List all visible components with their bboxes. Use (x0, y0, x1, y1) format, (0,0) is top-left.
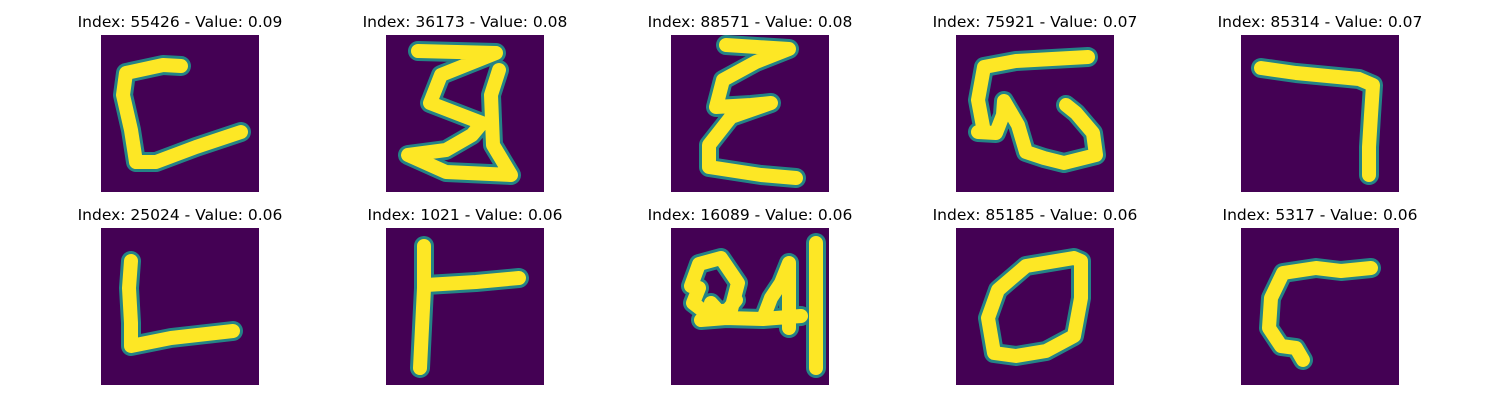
image-panel: Index: 85314 - Value: 0.07 (1200, 13, 1440, 203)
glyph-stroke (1262, 261, 1378, 367)
glyph-image (398, 41, 521, 185)
glyph-stroke (413, 239, 526, 375)
digit-image (956, 35, 1114, 192)
glyph-stroke (401, 44, 518, 182)
image-panel: Index: 75921 - Value: 0.07 (915, 13, 1155, 203)
glyph-image (699, 35, 806, 188)
glyph-image (1259, 258, 1381, 370)
glyph-stroke (1254, 61, 1380, 182)
glyph-image (968, 47, 1106, 173)
panel-title: Index: 85185 - Value: 0.06 (932, 206, 1138, 224)
image-panel: Index: 55426 - Value: 0.09 (60, 13, 300, 203)
glyph-image (113, 55, 251, 172)
digit-image (1241, 228, 1399, 385)
glyph-stroke (116, 58, 248, 169)
image-panel: Index: 25024 - Value: 0.06 (60, 206, 300, 396)
digit-image (386, 35, 544, 192)
image-panel: Index: 16089 - Value: 0.06 (630, 206, 870, 396)
panel-title: Index: 36173 - Value: 0.08 (362, 13, 568, 31)
image-panel: Index: 88571 - Value: 0.08 (630, 13, 870, 203)
glyph-image (119, 251, 243, 356)
glyph-stroke (981, 251, 1088, 363)
glyph-image (978, 248, 1091, 366)
glyph-stroke (971, 50, 1103, 170)
panel-title: Index: 55426 - Value: 0.09 (77, 13, 283, 31)
panel-title: Index: 75921 - Value: 0.07 (932, 13, 1138, 31)
panel-title: Index: 16089 - Value: 0.06 (647, 206, 853, 224)
image-panel: Index: 85185 - Value: 0.06 (915, 206, 1155, 396)
glyph-stroke-edge (410, 236, 529, 378)
image-panel: Index: 1021 - Value: 0.06 (345, 206, 585, 396)
digit-image (101, 35, 259, 192)
panel-title: Index: 1021 - Value: 0.06 (367, 206, 563, 224)
panel-title: Index: 85314 - Value: 0.07 (1217, 13, 1423, 31)
digit-image (671, 228, 829, 385)
digit-image (671, 35, 829, 192)
panel-title: Index: 5317 - Value: 0.06 (1222, 206, 1418, 224)
digit-image (1241, 35, 1399, 192)
image-panel: Index: 5317 - Value: 0.06 (1200, 206, 1440, 396)
digit-image (386, 228, 544, 385)
image-panel: Index: 36173 - Value: 0.08 (345, 13, 585, 203)
glyph-image (681, 233, 826, 378)
digit-image (956, 228, 1114, 385)
digit-image (101, 228, 259, 385)
glyph-stroke (122, 254, 240, 353)
glyph-stroke (702, 38, 803, 185)
glyph-image (1251, 58, 1383, 185)
panel-title: Index: 25024 - Value: 0.06 (77, 206, 283, 224)
glyph-stroke (684, 236, 823, 375)
panel-title: Index: 88571 - Value: 0.08 (647, 13, 853, 31)
glyph-image (410, 236, 529, 378)
